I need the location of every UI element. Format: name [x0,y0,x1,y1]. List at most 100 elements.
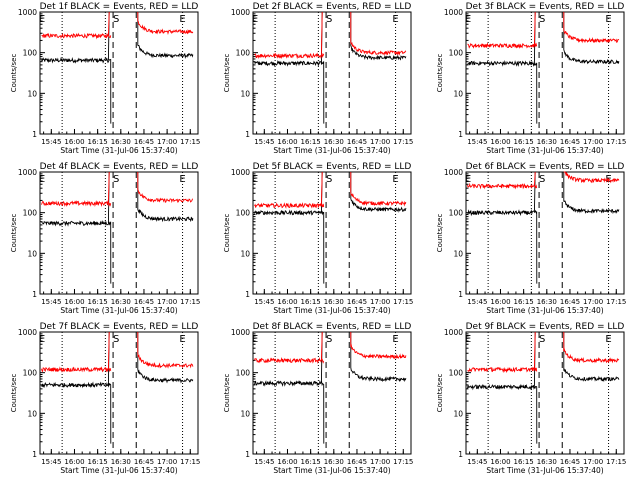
x-axis-label: Start Time (31-Jul-06 15:37:40) [273,146,390,155]
y-axis-label: Counts/sec [223,374,231,413]
x-tick-label: 17:15 [180,298,200,306]
x-tick-label: 16:45 [560,138,580,146]
y-axis-label: Counts/sec [436,54,444,93]
x-tick-label: 15:45 [41,458,61,466]
x-tick-label: 16:00 [277,458,297,466]
panel-1: Det 1f BLACK = Events, RED = LLD 1 10 100 10… [10,2,200,155]
plot-frame [39,171,199,295]
saa-start-label: S [113,334,119,345]
x-axis-label: Start Time (31-Jul-06 15:37:40) [60,306,177,315]
y-tick-label: 100 [23,209,38,218]
x-tick-label: 16:30 [537,298,557,306]
x-tick-label: 16:15 [514,298,534,306]
x-tick-label: 15:45 [467,458,487,466]
x-tick-label: 15:45 [254,138,274,146]
y-axis-label: Counts/sec [223,54,231,93]
saa-start-label: S [326,174,332,185]
x-axis-label: Start Time (31-Jul-06 15:37:40) [486,466,603,475]
x-tick-label: 15:45 [467,138,487,146]
eclipse-end-label: E [179,174,185,185]
series-line-lld [467,11,620,49]
panel-title: Det 5f BLACK = Events, RED = LLD [253,162,412,172]
saa-start-label: S [113,14,119,25]
y-tick-label: 1 [245,450,250,459]
eclipse-end-label: E [605,14,611,25]
y-tick-label: 10 [27,249,37,258]
eclipse-start-label: E [465,14,471,25]
series-line-lld [41,171,193,207]
series-line-events [467,331,620,444]
eclipse-start-label: E [252,14,258,25]
y-tick-label: 100 [449,49,464,58]
x-tick-label: 17:00 [370,458,390,466]
y-tick-label: 1 [458,450,463,459]
saa-start-label: S [326,334,332,345]
x-axis-label: Start Time (31-Jul-06 15:37:40) [273,306,390,315]
x-tick-label: 16:15 [514,458,534,466]
x-tick-label: 17:15 [606,138,626,146]
plot-frame [465,11,625,135]
y-tick-label: 10 [453,89,463,98]
x-tick-label: 16:15 [301,138,321,146]
eclipse-start-label: E [465,174,471,185]
y-tick-label: 100 [236,49,251,58]
x-axis-label: Start Time (31-Jul-06 15:37:40) [486,146,603,155]
series-line-lld [41,331,194,373]
plot-frame [252,331,412,455]
y-tick-label: 1 [32,290,37,299]
x-tick-label: 16:45 [134,298,154,306]
series-line-lld [254,171,407,209]
x-tick-label: 17:00 [583,458,603,466]
x-tick-label: 16:00 [64,138,84,146]
plot-frame [465,331,625,455]
y-tick-label: 10 [453,249,463,258]
x-tick-label: 16:15 [301,298,321,306]
panel-4: Det 4f BLACK = Events, RED = LLD 1 10 100 10… [10,162,200,315]
y-tick-label: 10 [453,409,463,418]
y-tick-label: 1000 [231,168,250,177]
y-tick-label: 10 [27,409,37,418]
x-tick-label: 17:15 [393,458,413,466]
x-tick-label: 16:30 [111,138,131,146]
x-tick-label: 17:00 [157,298,177,306]
x-tick-label: 17:00 [157,458,177,466]
x-tick-label: 17:15 [180,458,200,466]
x-tick-label: 15:45 [254,458,274,466]
x-tick-label: 16:45 [347,458,367,466]
x-tick-label: 16:30 [537,138,557,146]
y-tick-label: 100 [236,209,251,218]
x-tick-label: 16:30 [537,458,557,466]
y-axis-label: Counts/sec [223,214,231,253]
panel-8: Det 8f BLACK = Events, RED = LLD 1 10 100 10… [223,322,413,475]
y-axis-label: Counts/sec [436,374,444,413]
series-line-lld [41,11,194,40]
y-tick-label: 1 [458,290,463,299]
y-axis-label: Counts/sec [436,214,444,253]
panel-3: Det 3f BLACK = Events, RED = LLD 1 10 100 10… [436,2,626,155]
panel-9: Det 9f BLACK = Events, RED = LLD 1 10 100 10… [436,322,626,475]
y-tick-label: 100 [23,369,38,378]
eclipse-end-label: E [605,334,611,345]
series-line-events [254,11,407,124]
x-tick-label: 16:45 [134,138,154,146]
y-axis-label: Counts/sec [10,214,18,253]
saa-start-label: S [539,334,545,345]
x-tick-label: 16:30 [324,298,344,306]
y-tick-label: 10 [27,89,37,98]
eclipse-end-label: E [179,334,185,345]
x-tick-label: 16:00 [64,298,84,306]
y-tick-label: 100 [236,369,251,378]
x-tick-label: 16:30 [324,138,344,146]
x-tick-label: 16:45 [560,458,580,466]
x-tick-label: 15:45 [41,138,61,146]
y-tick-label: 10 [240,89,250,98]
y-tick-label: 1000 [444,328,463,337]
x-tick-label: 16:30 [111,298,131,306]
panel-title: Det 7f BLACK = Events, RED = LLD [40,322,199,332]
eclipse-start-label: E [252,174,258,185]
x-tick-label: 16:15 [301,458,321,466]
x-tick-label: 16:45 [347,138,367,146]
panel-title: Det 6f BLACK = Events, RED = LLD [466,162,625,172]
y-tick-label: 1 [32,130,37,139]
